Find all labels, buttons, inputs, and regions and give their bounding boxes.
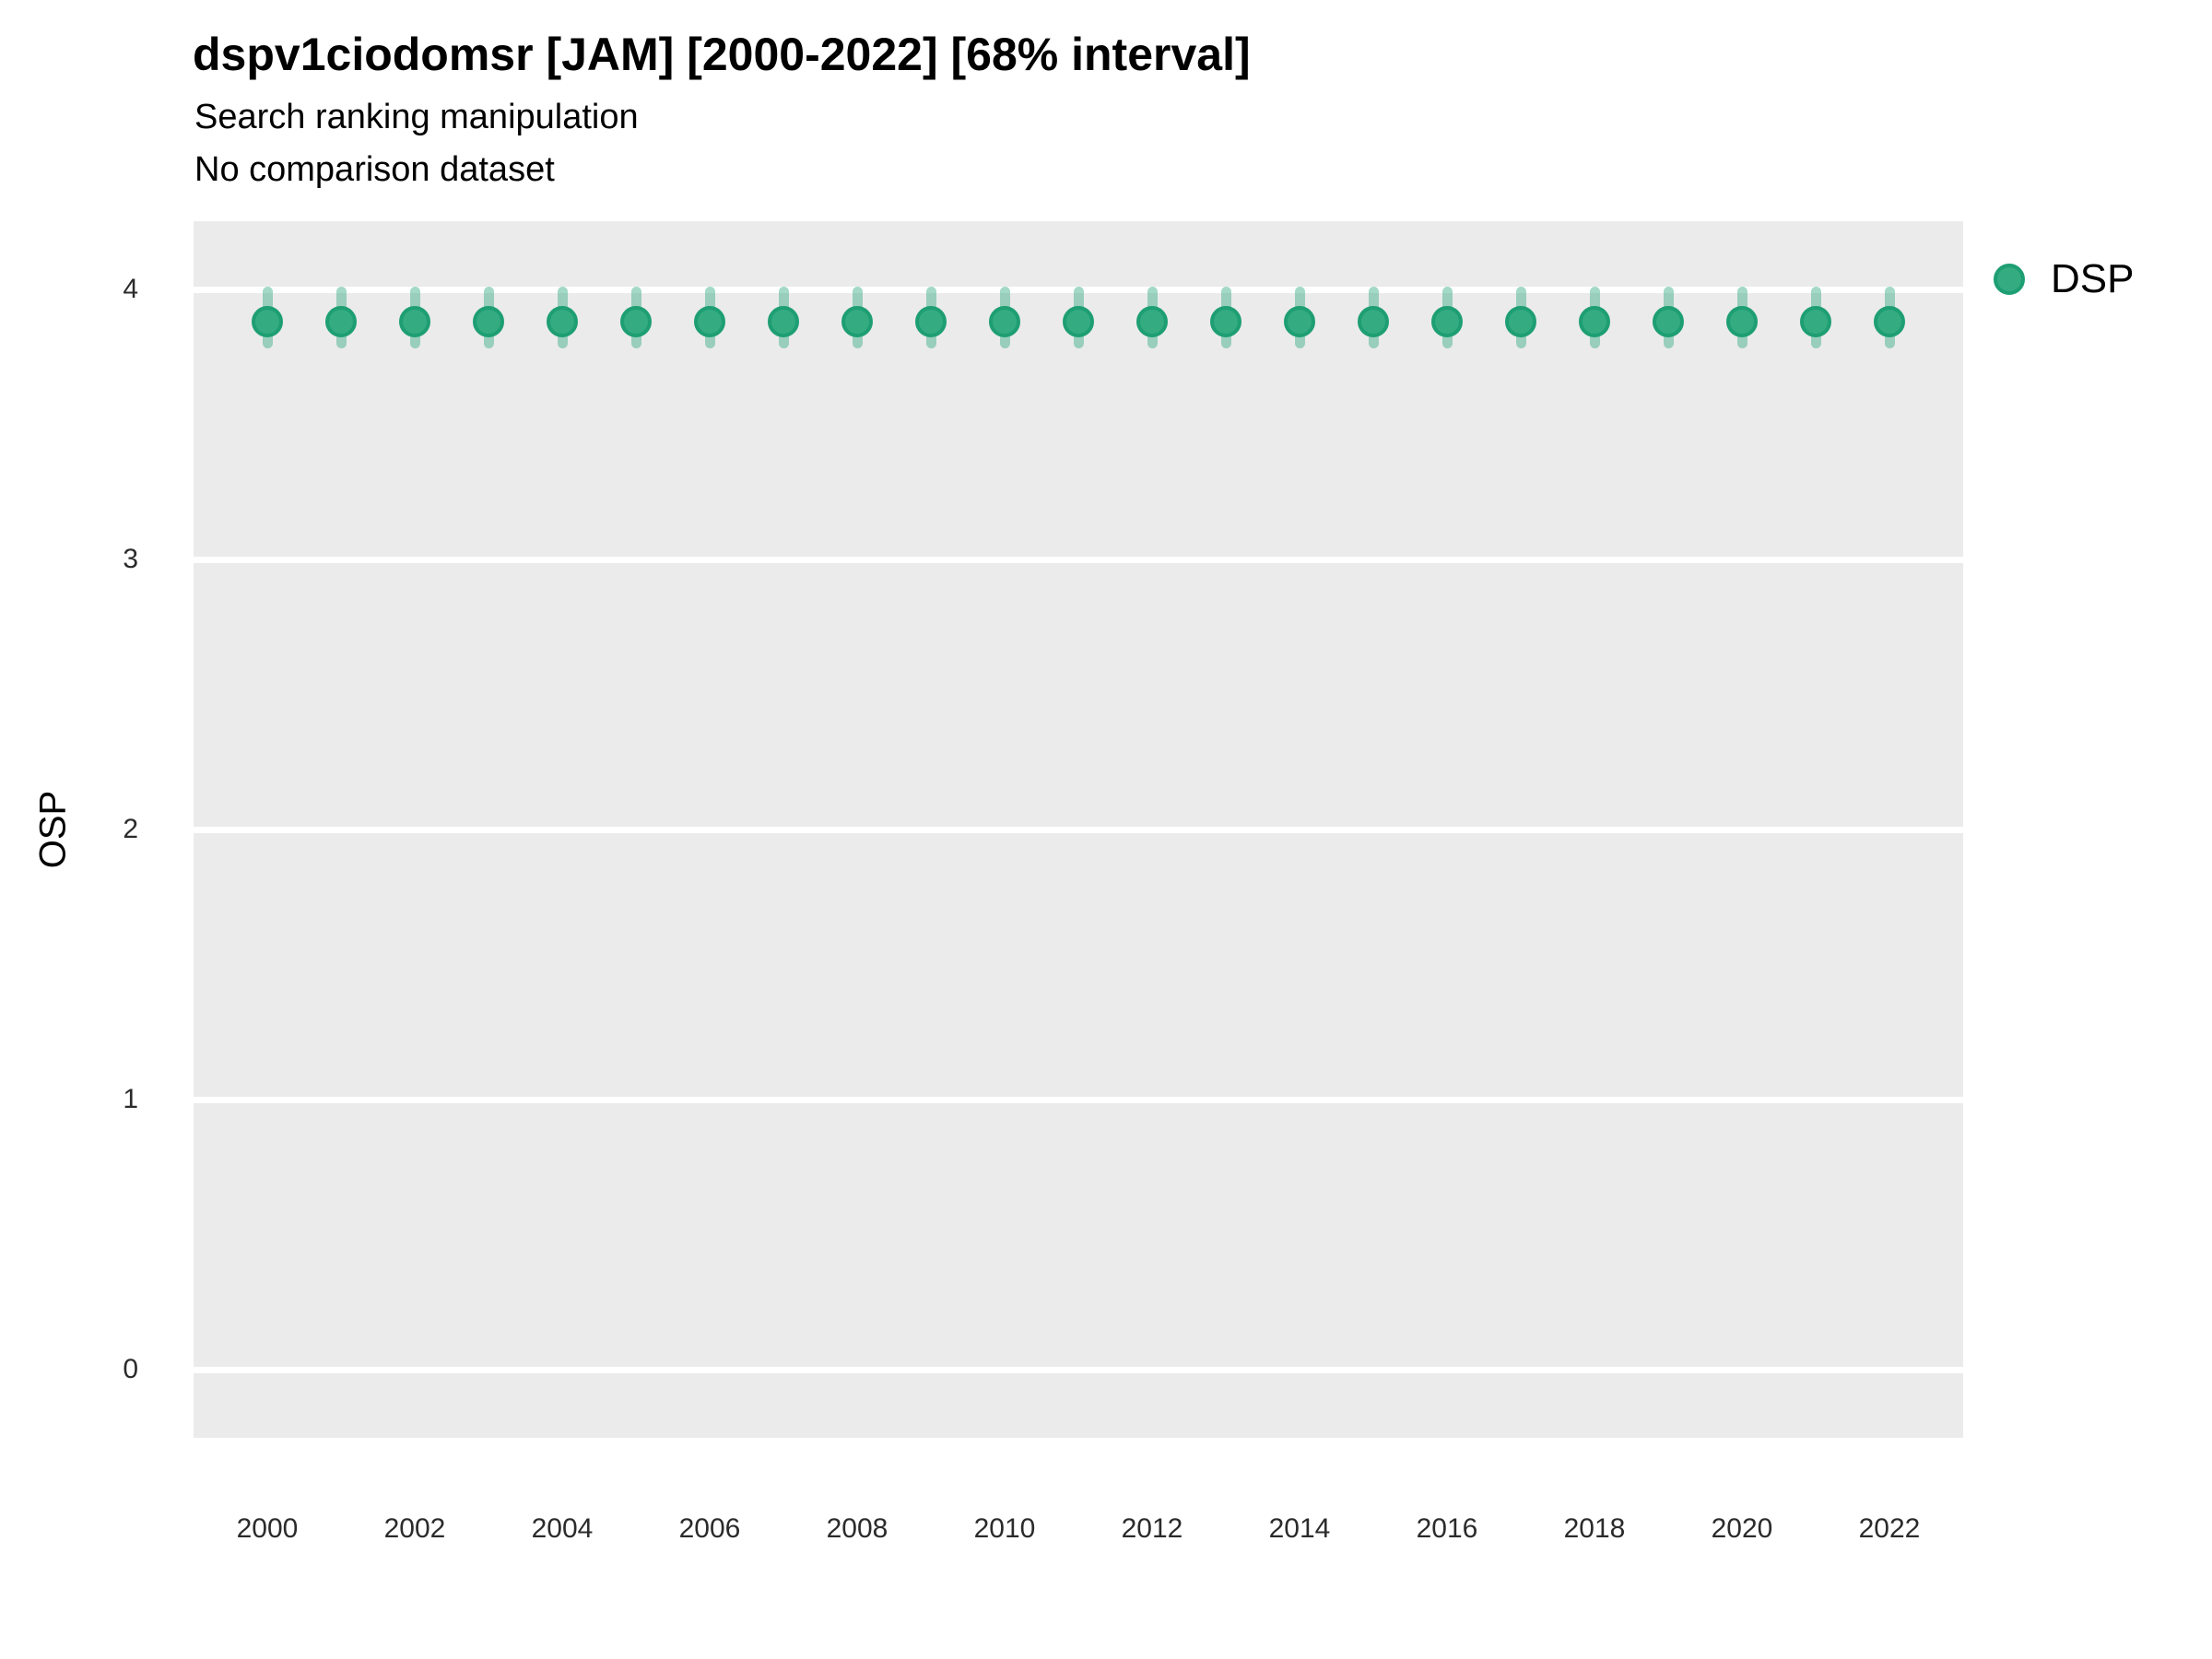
- x-tick-label-2012: 2012: [1121, 1513, 1183, 1544]
- x-tick-label-2000: 2000: [236, 1513, 299, 1544]
- x-tick-label-2002: 2002: [383, 1513, 446, 1544]
- gridline-y-0: [194, 1366, 1963, 1373]
- legend-key-dot: [1994, 264, 2025, 295]
- gridline-y-1: [194, 1096, 1963, 1103]
- x-tick-label-2016: 2016: [1416, 1513, 1478, 1544]
- legend-label: DSP: [2051, 256, 2135, 301]
- x-tick-label-2004: 2004: [531, 1513, 594, 1544]
- x-tick-label-2018: 2018: [1563, 1513, 1626, 1544]
- chart-subtitle-line1: Search ranking manipulation: [194, 98, 639, 136]
- y-tick-label-1: 1: [123, 1084, 138, 1114]
- x-tick-label-2006: 2006: [678, 1513, 741, 1544]
- plot-panel: [194, 221, 1963, 1438]
- x-tick-label-2020: 2020: [1711, 1513, 1773, 1544]
- x-tick-label-2022: 2022: [1858, 1513, 1921, 1544]
- x-tick-label-2008: 2008: [826, 1513, 888, 1544]
- y-tick-label-2: 2: [123, 814, 138, 844]
- y-tick-label-3: 3: [123, 544, 138, 574]
- chart-subtitle-line2: No comparison dataset: [194, 150, 555, 189]
- chart-title: dspv1ciodomsr [JAM] [2000-2022] [68% int…: [193, 29, 1251, 80]
- y-tick-label-4: 4: [123, 274, 138, 304]
- gridline-y-3: [194, 556, 1963, 563]
- x-tick-label-2010: 2010: [973, 1513, 1036, 1544]
- y-tick-label-0: 0: [123, 1354, 138, 1384]
- gridline-y-2: [194, 826, 1963, 833]
- gridline-y-4: [194, 286, 1963, 293]
- legend: DSP: [1994, 256, 2134, 302]
- x-tick-label-2014: 2014: [1268, 1513, 1331, 1544]
